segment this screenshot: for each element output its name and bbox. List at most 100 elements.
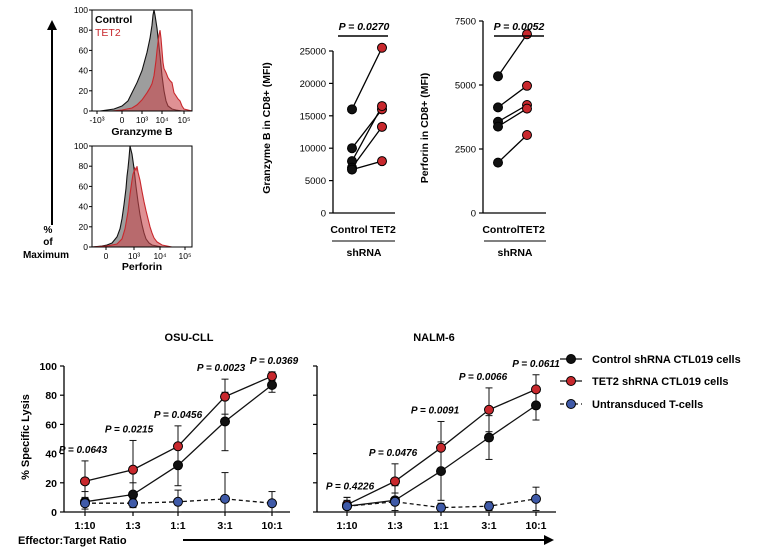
granzyme-hist-x-tick-label: -10³	[89, 115, 104, 125]
effector-target-label: Effector:Target Ratio	[18, 535, 127, 547]
nalm6-point	[390, 476, 400, 487]
osu-cll-y-tick-label: 60	[45, 419, 57, 431]
osu-cll-point	[80, 498, 90, 509]
perforin-mfi-pair-line	[497, 134, 528, 164]
perforin-hist-panel: 0 20 40 60 80 100 0 10³ 10⁴ 10⁵ Perforin	[74, 141, 193, 273]
granzyme-mfi-point-control	[347, 164, 357, 175]
nalm6-point	[436, 502, 446, 513]
osu-cll-point	[128, 498, 138, 509]
legend-item-tet2: TET2 shRNA CTL019 cells	[560, 376, 729, 388]
granzyme-mfi-panel: 0 5000 10000 15000 20000 25000 P = 0.0270 Gra…	[261, 21, 396, 259]
nalm6-point	[342, 501, 352, 512]
granzyme-mfi-pair-line	[351, 47, 383, 110]
perforin-mfi-p-value: P = 0.0052	[494, 21, 545, 33]
perforin-mfi-pair-line	[497, 33, 528, 77]
osu-cll-title: OSU-CLL	[165, 332, 214, 344]
nalm6-point	[531, 384, 541, 395]
osu-cll-y-tick-label: 100	[39, 361, 57, 373]
perforin-hist-y-tick-label: 80	[79, 161, 89, 171]
perforin-mfi-panel: 0 2500 5000 7500 P = 0.0052 Perforin in CD8…	[419, 17, 546, 259]
osu-cll-y-tick-label: 80	[45, 390, 57, 402]
granzyme-mfi-point-control	[347, 104, 357, 115]
nalm6-x-tick-label: 1:1	[433, 520, 448, 532]
legend-swatch-tet2-dot	[566, 376, 576, 386]
perforin-hist-curve-tet2	[91, 166, 192, 248]
nalm6-p-values: P = 0.4226 P = 0.0476 P = 0.0091 P = 0.0066…	[326, 359, 560, 493]
granzyme-mfi-points	[347, 42, 387, 175]
granzyme-hist-legend-control: Control	[95, 14, 132, 26]
perforin-mfi-point-tet2	[522, 103, 532, 114]
osu-cll-point	[128, 464, 138, 475]
osu-cll-point	[80, 476, 90, 487]
osu-cll-point	[173, 441, 183, 452]
granzyme-mfi-point-tet2	[377, 101, 387, 112]
perforin-hist-y-tick-label: 0	[83, 242, 88, 252]
pct-max-label-line2: of	[43, 237, 53, 248]
nalm6-p-value: P = 0.0066	[459, 372, 508, 383]
granzyme-hist-y-tick-label: 80	[79, 25, 89, 35]
osu-cll-point	[220, 416, 230, 427]
perforin-mfi-cat-control: Control	[482, 224, 519, 236]
nalm6-point	[484, 404, 494, 415]
perforin-mfi-ylabel: Perforin in CD8+ (MFI)	[419, 73, 431, 184]
nalm6-x-tick-label: 1:3	[387, 520, 402, 532]
granzyme-mfi-y-tick-label: 25000	[300, 47, 326, 58]
nalm6-point	[484, 501, 494, 512]
perforin-mfi-point-tet2	[522, 80, 532, 91]
perforin-hist-y-tick-label: 40	[79, 202, 89, 212]
nalm6-title: NALM-6	[413, 332, 455, 344]
osu-cll-p-value: P = 0.0215	[105, 424, 154, 435]
perforin-mfi-y-tick-label: 2500	[455, 145, 476, 156]
perforin-hist-x-tick-label: 10⁵	[179, 251, 192, 261]
perforin-hist-curves	[91, 145, 192, 248]
granzyme-hist-x-ticks: -10³ 0 10³ 10⁴ 10⁵	[89, 111, 190, 125]
nalm6-point	[484, 432, 494, 443]
osu-cll-x-tick-label: 1:1	[170, 520, 185, 532]
perforin-mfi-point-control	[493, 157, 503, 168]
nalm6-axis: 1:10 1:3 1:1 3:1 10:1	[313, 365, 556, 532]
granzyme-mfi-pair-line	[351, 126, 383, 169]
perforin-mfi-y-tick-label: 5000	[455, 81, 476, 92]
osu-cll-point	[267, 498, 277, 509]
nalm6-p-value: P = 0.0476	[369, 448, 418, 459]
osu-cll-series-2	[80, 472, 277, 513]
perforin-hist-y-tick-label: 60	[79, 181, 89, 191]
nalm6-x-tick-label: 10:1	[525, 520, 546, 532]
granzyme-mfi-point-tet2	[377, 121, 387, 132]
granzyme-hist-frame	[91, 9, 193, 112]
granzyme-mfi-y-tick-label: 15000	[300, 111, 326, 122]
perforin-mfi-point-control	[493, 121, 503, 132]
osu-cll-y-tick-label: 20	[45, 478, 57, 490]
granzyme-mfi-pair-line	[351, 105, 383, 162]
granzyme-mfi-ylabel: Granzyme B in CD8+ (MFI)	[261, 62, 273, 194]
perforin-mfi-pair-line	[497, 85, 528, 108]
perforin-mfi-point-tet2	[522, 130, 532, 140]
perforin-hist-xlabel: Perforin	[122, 261, 162, 273]
granzyme-hist-curve-tet2	[92, 30, 193, 112]
granzyme-mfi-y-tick-label: 20000	[300, 79, 326, 90]
legend-label-tet2: TET2 shRNA CTL019 cells	[592, 376, 729, 388]
osu-cll-p-value: P = 0.0023	[197, 363, 246, 374]
granzyme-hist-x-tick-label: 0	[120, 115, 125, 125]
granzyme-mfi-pair-line	[351, 160, 383, 171]
osu-cll-panel: OSU-CLL 0 20 40 60 80 100 1:10 1:3 1:1 3:1 10:1 P …	[20, 332, 299, 532]
perforin-hist-y-tick-label: 20	[79, 222, 89, 232]
perforin-mfi-y-tick-label: 7500	[455, 17, 476, 28]
nalm6-series	[342, 374, 541, 513]
granzyme-mfi-y-tick-label: 10000	[300, 144, 326, 155]
osu-cll-point	[173, 496, 183, 507]
osu-cll-x-tick-label: 10:1	[261, 520, 282, 532]
granzyme-mfi-shrna-label: shRNA	[346, 247, 381, 259]
legend-item-control: Control shRNA CTL019 cells	[560, 354, 741, 366]
perforin-mfi-cat-tet2: TET2	[519, 224, 545, 236]
nalm6-point	[531, 493, 541, 504]
granzyme-hist-xlabel: Granzyme B	[111, 126, 173, 138]
granzyme-mfi-cat-control: Control	[330, 224, 367, 236]
legend-label-control: Control shRNA CTL019 cells	[592, 354, 741, 366]
perforin-hist-y-ticks: 0 20 40 60 80 100	[74, 141, 92, 252]
lysis-legend: Control shRNA CTL019 cells TET2 shRNA CT…	[560, 354, 741, 411]
granzyme-hist-y-ticks: 0 20 40 60 80 100	[74, 5, 92, 116]
nalm6-p-value: P = 0.0611	[512, 359, 560, 370]
